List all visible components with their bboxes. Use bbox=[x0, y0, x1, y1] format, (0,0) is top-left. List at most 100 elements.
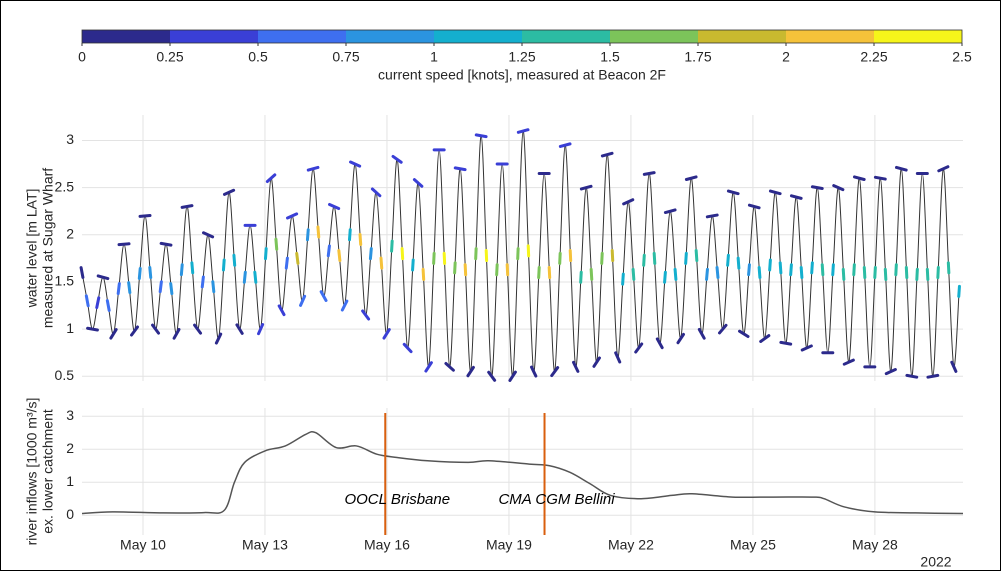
speed-marker bbox=[150, 268, 151, 278]
speed-marker bbox=[875, 177, 885, 179]
speed-marker bbox=[549, 268, 550, 278]
speed-marker bbox=[97, 298, 99, 308]
speed-marker bbox=[759, 268, 760, 278]
x-tick-label: May 25 bbox=[730, 537, 776, 553]
speed-marker bbox=[591, 269, 592, 279]
speed-marker bbox=[770, 260, 771, 270]
speed-marker bbox=[717, 268, 718, 278]
colorbar-bin bbox=[522, 30, 610, 43]
speed-marker bbox=[129, 283, 130, 293]
speed-marker bbox=[276, 239, 277, 249]
speed-marker bbox=[213, 282, 214, 292]
x-tick-label: May 22 bbox=[608, 537, 654, 553]
speed-marker bbox=[223, 260, 224, 270]
speed-marker bbox=[833, 265, 834, 275]
speed-marker bbox=[413, 260, 414, 270]
speed-marker bbox=[665, 272, 666, 282]
speed-marker bbox=[801, 268, 802, 278]
speed-marker bbox=[265, 249, 266, 259]
speed-marker bbox=[86, 296, 88, 306]
speed-marker bbox=[118, 284, 119, 294]
speed-marker bbox=[381, 258, 382, 268]
colorbar-tick-label: 0 bbox=[78, 49, 86, 65]
colorbar-tick-label: 1 bbox=[430, 49, 438, 65]
speed-marker bbox=[843, 269, 844, 279]
speed-marker bbox=[749, 265, 750, 275]
speed-marker bbox=[244, 272, 245, 282]
speed-marker bbox=[119, 244, 129, 245]
colorbar-tick-label: 2.25 bbox=[860, 49, 887, 65]
speed-marker bbox=[139, 268, 140, 278]
speed-marker bbox=[328, 246, 329, 256]
y-axis-label: measured at Sugar Wharf bbox=[40, 168, 56, 328]
speed-marker bbox=[812, 263, 813, 273]
speed-marker bbox=[192, 263, 193, 273]
speed-marker bbox=[370, 249, 371, 259]
speed-marker bbox=[140, 215, 150, 216]
colorbar-bin bbox=[82, 30, 170, 43]
speed-marker bbox=[928, 375, 938, 377]
speed-marker bbox=[927, 269, 928, 279]
speed-marker bbox=[917, 269, 918, 279]
colorbar-tick-label: 1.5 bbox=[600, 49, 620, 65]
x-year-label: 2022 bbox=[920, 554, 951, 570]
speed-marker bbox=[738, 258, 739, 268]
colorbar-bin bbox=[346, 30, 434, 43]
speed-marker bbox=[875, 268, 876, 278]
speed-marker bbox=[854, 265, 855, 275]
speed-marker bbox=[339, 251, 340, 261]
speed-marker bbox=[602, 253, 603, 263]
speed-marker bbox=[465, 265, 466, 275]
speed-marker bbox=[107, 301, 109, 311]
speed-marker bbox=[455, 168, 465, 170]
speed-marker bbox=[476, 135, 486, 137]
speed-marker bbox=[791, 265, 792, 275]
y-tick-label: 1.5 bbox=[55, 273, 75, 289]
speed-marker bbox=[455, 263, 456, 273]
y-tick-label: 1 bbox=[66, 473, 74, 489]
x-tick-label: May 19 bbox=[486, 537, 532, 553]
y-tick-label: 3 bbox=[66, 407, 74, 423]
speed-marker bbox=[623, 274, 624, 284]
speed-marker bbox=[161, 243, 171, 245]
x-tick-label: May 16 bbox=[364, 537, 410, 553]
y-tick-label: 1 bbox=[66, 320, 74, 336]
speed-marker bbox=[644, 173, 654, 175]
colorbar-label: current speed [knots], measured at Beaco… bbox=[378, 67, 666, 83]
speed-marker bbox=[81, 268, 83, 278]
speed-marker bbox=[780, 263, 781, 273]
colorbar-bin bbox=[610, 30, 698, 43]
x-tick-label: May 28 bbox=[852, 537, 898, 553]
y-tick-label: 3 bbox=[66, 131, 74, 147]
colorbar-bin bbox=[786, 30, 874, 43]
speed-marker bbox=[402, 249, 403, 259]
speed-marker bbox=[906, 268, 907, 278]
speed-marker bbox=[633, 269, 634, 279]
speed-marker bbox=[654, 253, 655, 263]
speed-marker bbox=[349, 230, 350, 240]
colorbar-bin bbox=[698, 30, 786, 43]
y-tick-label: 2 bbox=[66, 225, 74, 241]
x-tick-label: May 13 bbox=[242, 537, 288, 553]
speed-marker bbox=[318, 227, 319, 237]
y-tick-label: 0 bbox=[66, 506, 74, 522]
colorbar-tick-label: 1.75 bbox=[684, 49, 711, 65]
speed-marker bbox=[686, 253, 687, 263]
speed-marker bbox=[959, 286, 960, 296]
colorbar-tick-label: 2 bbox=[782, 49, 790, 65]
speed-marker bbox=[696, 251, 697, 261]
colorbar-bin bbox=[258, 30, 346, 43]
speed-marker bbox=[182, 206, 192, 208]
y-axis-label: water level [m LAT] bbox=[24, 189, 40, 309]
speed-marker bbox=[612, 251, 613, 261]
speed-marker bbox=[202, 277, 203, 287]
speed-marker bbox=[392, 241, 393, 251]
colorbar-bin bbox=[434, 30, 522, 43]
y-tick-label: 0.5 bbox=[55, 367, 75, 383]
speed-marker bbox=[234, 255, 235, 265]
speed-marker bbox=[907, 375, 917, 377]
speed-marker bbox=[171, 284, 172, 294]
